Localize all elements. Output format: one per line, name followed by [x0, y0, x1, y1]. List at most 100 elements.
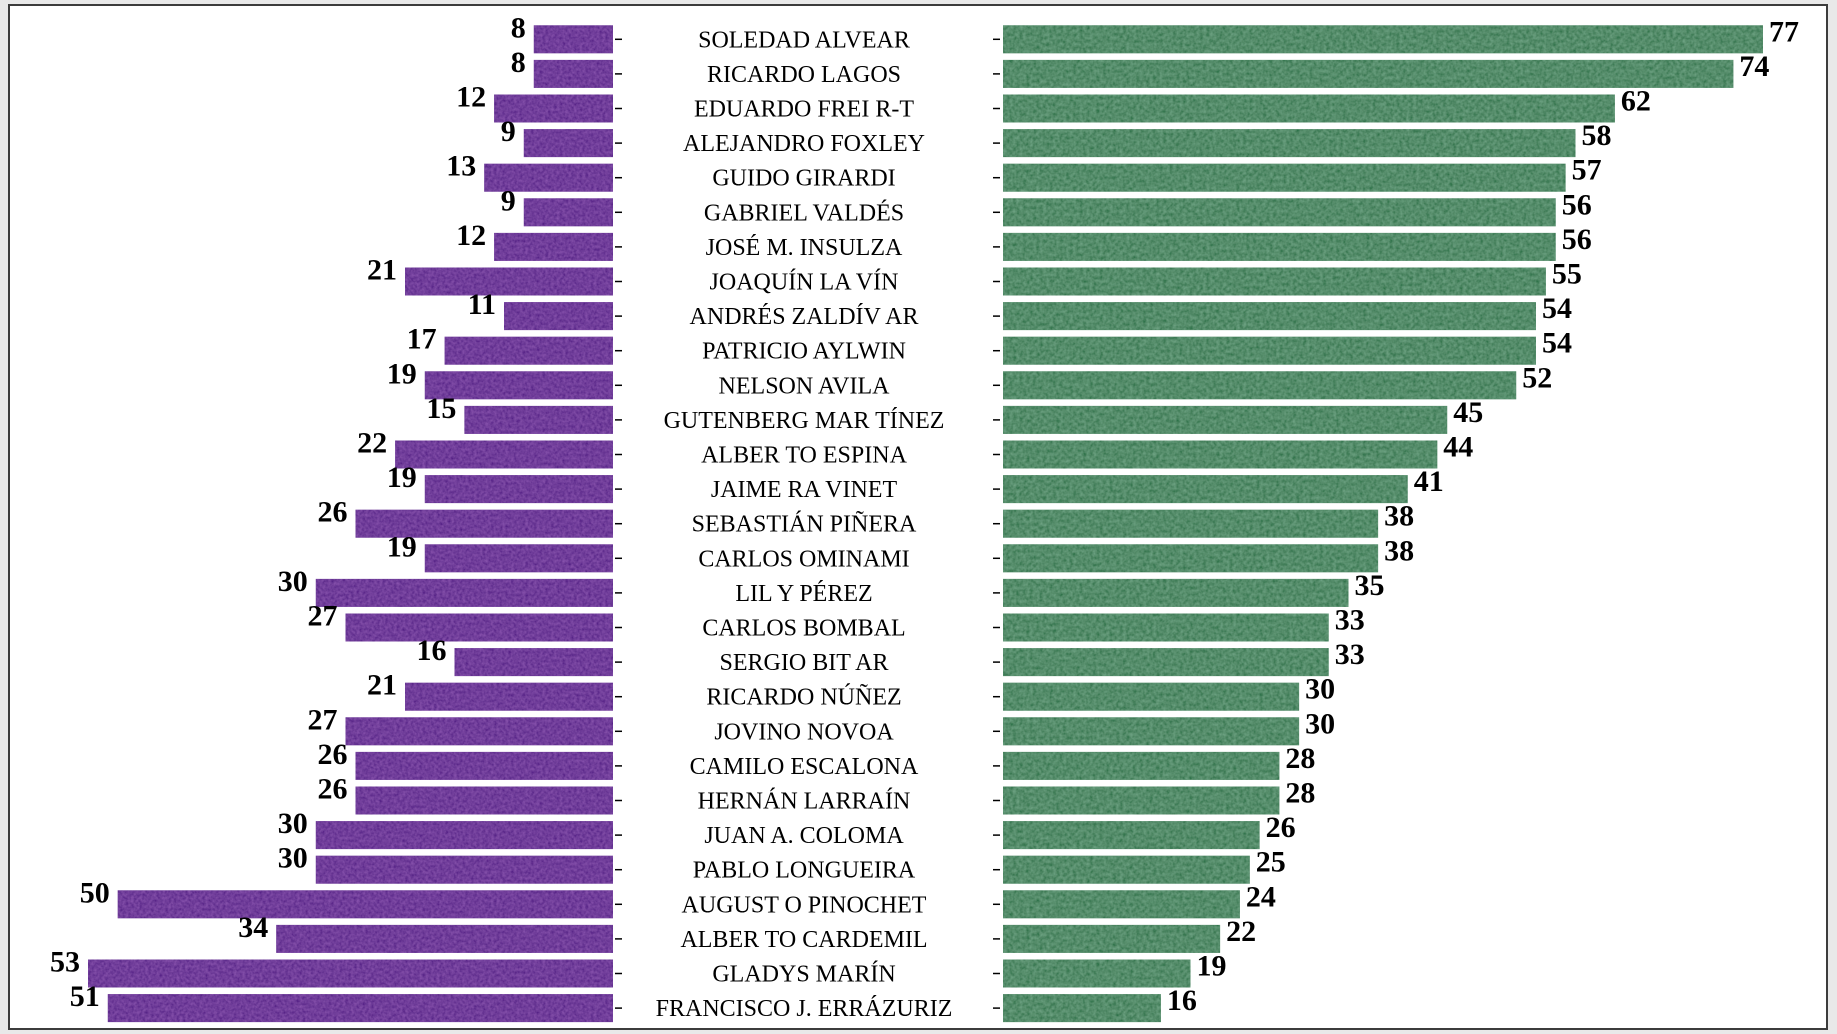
right-value-label: 22: [1226, 915, 1256, 948]
left-value-label: 51: [70, 980, 100, 1013]
right-value-label: 33: [1335, 638, 1365, 671]
left-value-label: 22: [357, 427, 387, 460]
left-bar: [424, 371, 613, 400]
category-label: ALBER TO ESPINA: [701, 443, 907, 469]
category-label: JOAQUÍN LA VÍN: [710, 270, 899, 296]
right-bar: [1003, 648, 1329, 677]
left-bar: [315, 578, 613, 607]
category-label: JAIME RA VINET: [711, 477, 898, 503]
right-value-label: 57: [1572, 154, 1602, 187]
left-value-label: 26: [318, 496, 348, 529]
right-value-label: 26: [1266, 811, 1296, 844]
left-value-labels: 8812913912211117191522192619302716212726…: [50, 11, 526, 1013]
right-value-label: 77: [1769, 15, 1799, 48]
right-value-label: 30: [1305, 707, 1335, 740]
category-label: ANDRÉS ZALDÍV AR: [690, 304, 919, 330]
left-value-label: 8: [511, 46, 526, 79]
right-value-label: 45: [1453, 396, 1483, 429]
right-bar: [1003, 751, 1280, 780]
right-value-label: 28: [1285, 742, 1315, 775]
left-value-label: 26: [318, 773, 348, 806]
right-bar: [1003, 959, 1191, 988]
category-label: GLADYS MARÍN: [712, 962, 895, 988]
category-label: HERNÁN LARRAÍN: [698, 789, 911, 815]
right-value-label: 38: [1384, 500, 1414, 533]
category-label: GABRIEL VALDÉS: [704, 200, 904, 226]
left-value-label: 12: [456, 219, 486, 252]
right-bar: [1003, 129, 1576, 158]
left-bar: [88, 959, 613, 988]
right-bar: [1003, 578, 1349, 607]
category-label: SERGIO BIT AR: [720, 650, 889, 676]
left-bar: [424, 475, 613, 504]
right-bar: [1003, 198, 1556, 227]
left-bar: [405, 267, 613, 296]
category-label: PATRICIO AYLWIN: [702, 339, 906, 365]
left-value-label: 19: [387, 461, 417, 494]
right-bar: [1003, 821, 1260, 850]
category-labels: SOLEDAD ALVEAR RICARDO LAGOS EDUARDO FREI …: [656, 27, 953, 1022]
right-bar: [1003, 475, 1408, 504]
category-label: SOLEDAD ALVEAR: [698, 27, 910, 53]
category-label: JUAN A. COLOMA: [704, 823, 904, 849]
left-bar: [523, 198, 613, 227]
left-value-label: 19: [387, 530, 417, 563]
category-label: LIL Y PÉREZ: [735, 581, 872, 607]
right-bar: [1003, 302, 1536, 331]
left-bar: [405, 682, 613, 711]
left-bar: [355, 786, 613, 815]
left-value-label: 17: [407, 323, 437, 356]
left-bar: [464, 405, 613, 434]
left-value-label: 30: [278, 807, 308, 840]
left-bar: [117, 890, 613, 919]
left-value-label: 27: [308, 600, 338, 633]
category-label: ALEJANDRO FOXLEY: [683, 131, 925, 157]
left-bar: [504, 302, 613, 331]
left-value-label: 30: [278, 842, 308, 875]
left-bar: [276, 924, 613, 953]
category-label: CARLOS OMINAMI: [698, 546, 909, 572]
right-bar: [1003, 924, 1221, 953]
left-value-label: 53: [50, 946, 80, 979]
right-series-bars: [1003, 25, 1763, 1023]
right-bar: [1003, 336, 1536, 365]
right-bar: [1003, 267, 1546, 296]
right-bar: [1003, 717, 1300, 746]
right-value-label: 35: [1355, 569, 1385, 602]
right-bar: [1003, 163, 1566, 192]
left-bar: [424, 544, 613, 573]
right-bar: [1003, 855, 1250, 884]
right-value-label: 41: [1414, 465, 1444, 498]
right-value-label: 56: [1562, 223, 1592, 256]
left-value-label: 15: [426, 392, 456, 425]
right-value-label: 56: [1562, 188, 1592, 221]
right-value-label: 58: [1582, 119, 1612, 152]
category-label: SEBASTIÁN PIÑERA: [692, 512, 917, 538]
right-value-label: 62: [1621, 85, 1651, 118]
right-bar: [1003, 994, 1161, 1023]
right-value-label: 74: [1739, 50, 1769, 83]
left-bar: [533, 25, 613, 54]
left-bar: [315, 821, 613, 850]
category-ticks: [615, 38, 1000, 1009]
left-value-label: 34: [238, 911, 268, 944]
category-label: FRANCISCO J. ERRÁZURIZ: [656, 996, 953, 1022]
left-value-label: 21: [367, 254, 397, 287]
left-bar: [345, 613, 613, 642]
left-bar: [533, 59, 613, 88]
category-label: GUTENBERG MAR TÍNEZ: [664, 408, 945, 434]
right-value-label: 28: [1285, 777, 1315, 810]
right-value-label: 19: [1197, 950, 1227, 983]
right-value-label: 52: [1522, 361, 1552, 394]
left-bar: [484, 163, 613, 192]
category-label: RICARDO LAGOS: [707, 62, 901, 88]
category-label: NELSON AVILA: [719, 373, 891, 399]
left-value-label: 27: [308, 703, 338, 736]
left-value-label: 30: [278, 565, 308, 598]
right-value-label: 54: [1542, 327, 1572, 360]
category-label: AUGUST O PINOCHET: [682, 892, 927, 918]
left-value-label: 8: [511, 11, 526, 44]
left-bar: [315, 855, 613, 884]
left-value-label: 26: [318, 738, 348, 771]
right-bar: [1003, 232, 1556, 261]
